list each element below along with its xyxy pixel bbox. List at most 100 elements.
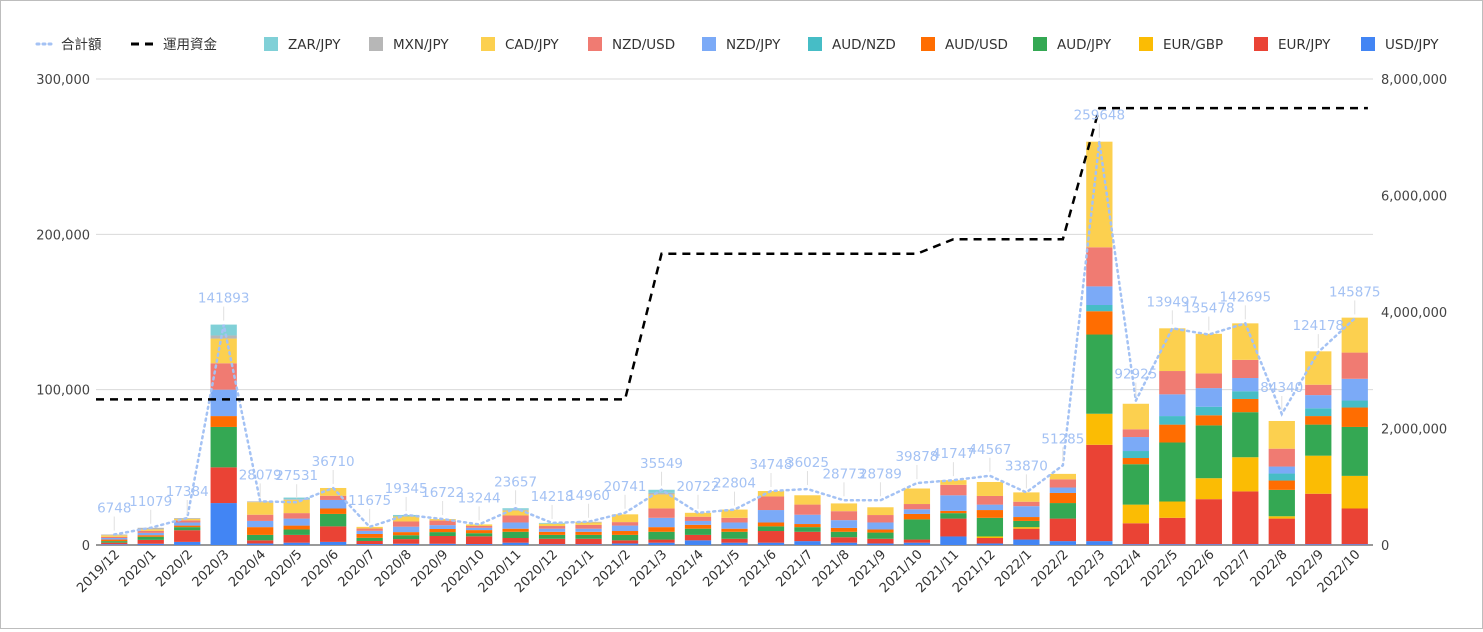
total-data-label: 141893 xyxy=(198,291,250,307)
bar-segment xyxy=(356,526,383,529)
bar-segment xyxy=(794,531,821,542)
bar-segment xyxy=(721,542,748,545)
bar-segment xyxy=(648,492,675,495)
bar-segment xyxy=(1013,506,1040,518)
bar-segment xyxy=(648,517,675,528)
total-data-label: 17384 xyxy=(166,484,209,500)
bar-segment xyxy=(137,530,164,533)
x-tick-label: 2020/7 xyxy=(336,547,379,590)
bar-segment xyxy=(830,542,858,545)
bar-segment xyxy=(1268,518,1295,545)
total-data-label: 92925 xyxy=(1114,367,1157,383)
x-tick-label: 2022/4 xyxy=(1102,547,1145,590)
bar-segment xyxy=(1305,455,1332,494)
bar-segment xyxy=(1341,426,1368,476)
bar-segment xyxy=(283,513,310,519)
bar-segment xyxy=(502,542,529,545)
x-tick-label: 2022/5 xyxy=(1138,547,1181,590)
bar-segment xyxy=(1086,413,1113,445)
x-tick-label: 2020/2 xyxy=(153,547,196,590)
x-tick-label: 2021/7 xyxy=(773,547,816,590)
bar-segment xyxy=(757,526,785,532)
bar-segment xyxy=(356,530,383,534)
bar-segment xyxy=(538,544,566,545)
bar-segment xyxy=(1013,520,1040,528)
legend-label: MXN/JPY xyxy=(393,37,449,53)
bar-segment xyxy=(867,532,894,539)
bar-segment xyxy=(356,540,383,545)
legend-label: 合計額 xyxy=(61,37,102,53)
bar-segment xyxy=(1195,415,1222,426)
total-data-label: 145875 xyxy=(1329,284,1381,300)
bar-segment xyxy=(502,510,529,516)
bar-segment xyxy=(137,535,164,537)
bar-segment xyxy=(502,528,529,532)
bar-segment xyxy=(320,526,347,542)
bar-segment xyxy=(684,516,712,521)
bar-segment xyxy=(575,544,602,545)
bar-segment xyxy=(174,541,201,545)
bar-segment xyxy=(1305,424,1332,456)
bar-segment xyxy=(903,488,931,505)
bar-segment xyxy=(611,540,639,544)
bar-segment xyxy=(502,515,529,523)
total-data-label: 22804 xyxy=(713,476,756,492)
bar-segment xyxy=(903,513,931,520)
bar-segment xyxy=(174,527,201,531)
bar-segment xyxy=(757,491,785,497)
bar-segment xyxy=(283,529,310,535)
bar-segment xyxy=(392,539,420,544)
bar-segment xyxy=(429,532,456,536)
bar-segment xyxy=(830,531,858,538)
bar-segment xyxy=(1195,373,1222,389)
bar-segment xyxy=(611,543,639,545)
bar-segment xyxy=(1268,420,1295,449)
bar-segment xyxy=(1305,384,1332,396)
bar-segment xyxy=(1159,501,1186,518)
bar-segment xyxy=(1268,473,1295,481)
bar-segment xyxy=(1086,141,1113,248)
bar-segment xyxy=(684,524,712,529)
bar-segment xyxy=(830,527,858,532)
bar-segment xyxy=(940,513,967,519)
x-tick-label: 2020/6 xyxy=(299,547,342,590)
total-data-label: 28789 xyxy=(859,466,902,482)
bar-segment xyxy=(721,522,748,529)
bar-segment xyxy=(1122,458,1149,465)
bar-segment xyxy=(940,495,967,511)
bar-segment xyxy=(721,531,748,539)
bar-segment xyxy=(867,522,894,530)
bar-segment xyxy=(757,542,785,545)
left-tick-label: 300,000 xyxy=(36,73,90,88)
bar-segment xyxy=(283,518,310,526)
bar-segment xyxy=(1341,407,1368,427)
bar-segment xyxy=(392,521,420,527)
legend-label: 運用資金 xyxy=(163,37,217,53)
total-data-label: 20722 xyxy=(677,479,720,495)
bar-segment xyxy=(721,509,748,518)
bar-segment xyxy=(283,542,310,545)
total-data-label: 20741 xyxy=(604,479,647,495)
total-data-label: 139497 xyxy=(1147,294,1199,310)
x-tick-label: 2019/12 xyxy=(74,547,123,596)
total-data-label: 13244 xyxy=(458,490,501,506)
bar-segment xyxy=(538,526,566,529)
legend-swatch xyxy=(264,37,278,51)
bar-segment xyxy=(867,515,894,523)
legend-label: NZD/USD xyxy=(612,37,675,53)
bar-segment xyxy=(1268,489,1295,517)
total-data-label: 19345 xyxy=(385,481,428,497)
bar-segment xyxy=(684,520,712,525)
bar-segment xyxy=(465,533,493,537)
bar-segment xyxy=(940,484,967,496)
bar-segment xyxy=(575,522,602,525)
bar-segment xyxy=(210,467,237,504)
bar-segment xyxy=(1341,475,1368,509)
x-tick-label: 2021/5 xyxy=(700,547,743,590)
right-tick-label: 2,000,000 xyxy=(1381,423,1447,438)
legend-swatch xyxy=(1361,37,1375,51)
x-tick-label: 2021/3 xyxy=(627,547,670,590)
bar-segment xyxy=(1122,403,1149,430)
bar-segment xyxy=(1195,333,1222,374)
total-data-label: 135478 xyxy=(1183,301,1235,317)
